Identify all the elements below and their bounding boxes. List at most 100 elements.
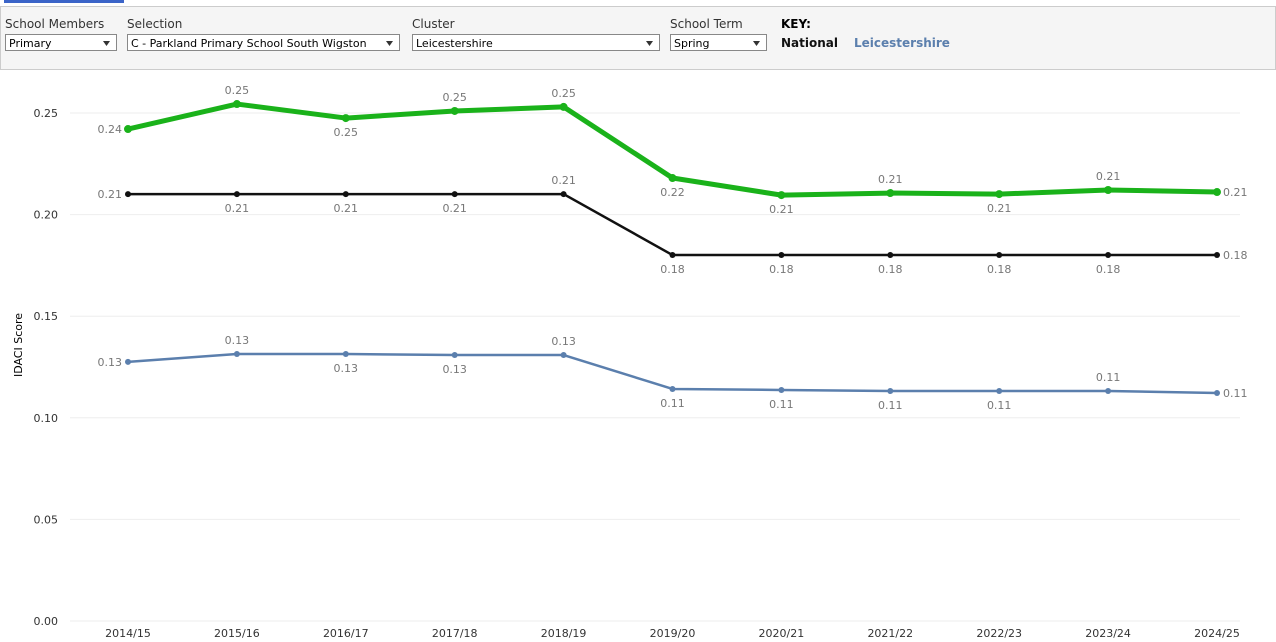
filter-label: School Members xyxy=(5,17,105,31)
legend-entry: Leicestershire xyxy=(854,36,950,50)
data-point xyxy=(451,352,458,359)
data-label: 0.18 xyxy=(1096,263,1121,276)
filter: Cluster Leicestershire xyxy=(412,17,660,51)
x-tick-label: 2023/24 xyxy=(1085,627,1131,640)
filter: Selection C - Parkland Primary School Sou… xyxy=(127,17,400,51)
data-point xyxy=(560,352,567,359)
data-point xyxy=(1213,188,1221,197)
data-point xyxy=(451,191,458,198)
data-label: 0.21 xyxy=(334,202,359,215)
key: KEY: National Leicestershire xyxy=(781,17,950,50)
data-label: 0.11 xyxy=(987,399,1012,412)
data-label: 0.13 xyxy=(442,363,467,376)
y-axis-label: IDACI Score xyxy=(12,313,25,377)
data-label: 0.21 xyxy=(769,203,794,216)
data-point xyxy=(560,191,567,198)
dropdown-value: Leicestershire xyxy=(416,37,493,50)
data-point xyxy=(669,252,676,259)
y-tick-label: 0.25 xyxy=(34,107,59,120)
data-label: 0.18 xyxy=(987,263,1012,276)
data-point xyxy=(668,174,677,183)
data-point xyxy=(233,191,240,198)
data-label: 0.18 xyxy=(878,263,903,276)
data-label: 0.13 xyxy=(551,335,576,348)
y-tick-label: 0.05 xyxy=(34,513,59,526)
data-label: 0.13 xyxy=(334,362,359,375)
data-point xyxy=(995,190,1004,199)
data-point xyxy=(125,358,131,365)
y-tick-label: 0.20 xyxy=(34,209,59,222)
dropdown-arrow xyxy=(753,41,760,46)
x-tick-label: 2018/19 xyxy=(541,627,587,640)
key-title: KEY: xyxy=(781,17,811,31)
dropdown[interactable]: Spring xyxy=(670,34,767,51)
x-tick-label: 2021/22 xyxy=(867,627,913,640)
data-point xyxy=(1104,186,1113,195)
data-point xyxy=(887,252,894,259)
data-label: 0.25 xyxy=(551,87,576,100)
data-point xyxy=(778,252,785,259)
filter-label: School Term xyxy=(670,17,743,31)
data-point xyxy=(342,191,349,198)
dropdown[interactable]: Primary xyxy=(5,34,117,51)
dropdown-arrow xyxy=(386,41,393,46)
data-label: 0.18 xyxy=(1223,249,1248,262)
x-tick-label: 2020/21 xyxy=(759,627,805,640)
data-point xyxy=(886,189,895,198)
dropdown-arrow xyxy=(646,41,653,46)
chart: IDACI Score 0.00 0.05 0.10 0.15 0.20 0.25 2014… xyxy=(12,84,1248,640)
data-point xyxy=(777,191,786,200)
data-label: 0.21 xyxy=(878,173,903,186)
data-label: 0.25 xyxy=(334,126,359,139)
data-label: 0.24 xyxy=(98,123,123,136)
y-tick-label: 0.00 xyxy=(34,615,59,628)
y-tick-label: 0.15 xyxy=(34,310,59,323)
dropdown[interactable]: Leicestershire xyxy=(412,34,660,51)
x-tick-label: 2016/17 xyxy=(323,627,369,640)
y-tick-label: 0.10 xyxy=(34,412,59,425)
data-point xyxy=(1105,387,1112,394)
legend-entry: National xyxy=(781,36,838,50)
filter-label: Cluster xyxy=(412,17,455,31)
x-tick-label: 2022/23 xyxy=(976,627,1022,640)
data-label: 0.11 xyxy=(1223,387,1248,400)
series-line xyxy=(128,192,1217,257)
filter: School Members Primary xyxy=(5,17,117,51)
filter: School Term Spring xyxy=(670,17,767,51)
data-label: 0.21 xyxy=(1223,186,1248,199)
data-label: 0.25 xyxy=(225,84,250,97)
x-tick-label: 2015/16 xyxy=(214,627,260,640)
x-tick-label: 2019/20 xyxy=(650,627,696,640)
data-label: 0.21 xyxy=(987,202,1012,215)
x-tick-label: 2024/25 xyxy=(1194,627,1240,640)
data-label: 0.21 xyxy=(551,174,576,187)
data-label: 0.13 xyxy=(98,356,123,369)
data-point xyxy=(559,102,568,111)
data-label: 0.22 xyxy=(660,186,685,199)
data-label: 0.11 xyxy=(769,398,794,411)
data-label: 0.11 xyxy=(878,399,903,412)
data-label: 0.18 xyxy=(769,263,794,276)
data-point xyxy=(778,386,785,393)
data-label: 0.18 xyxy=(660,263,685,276)
data-label: 0.11 xyxy=(1096,371,1121,384)
data-label: 0.21 xyxy=(442,202,467,215)
data-point xyxy=(232,100,241,109)
data-point xyxy=(887,387,894,394)
data-point xyxy=(341,114,350,123)
dropdown-value: Spring xyxy=(674,37,710,50)
data-point xyxy=(342,350,349,357)
data-point xyxy=(233,350,240,357)
data-point xyxy=(996,387,1003,394)
data-label: 0.25 xyxy=(442,91,467,104)
data-label: 0.21 xyxy=(98,188,123,201)
data-point xyxy=(1214,390,1220,397)
dropdown-value: Primary xyxy=(9,37,52,50)
x-tick-label: 2017/18 xyxy=(432,627,478,640)
data-label: 0.21 xyxy=(1096,170,1121,183)
dropdown[interactable]: C - Parkland Primary School South Wigsto… xyxy=(127,34,400,51)
filter-label: Selection xyxy=(127,17,183,31)
data-point xyxy=(1105,252,1112,259)
dropdown-arrow xyxy=(103,41,110,46)
